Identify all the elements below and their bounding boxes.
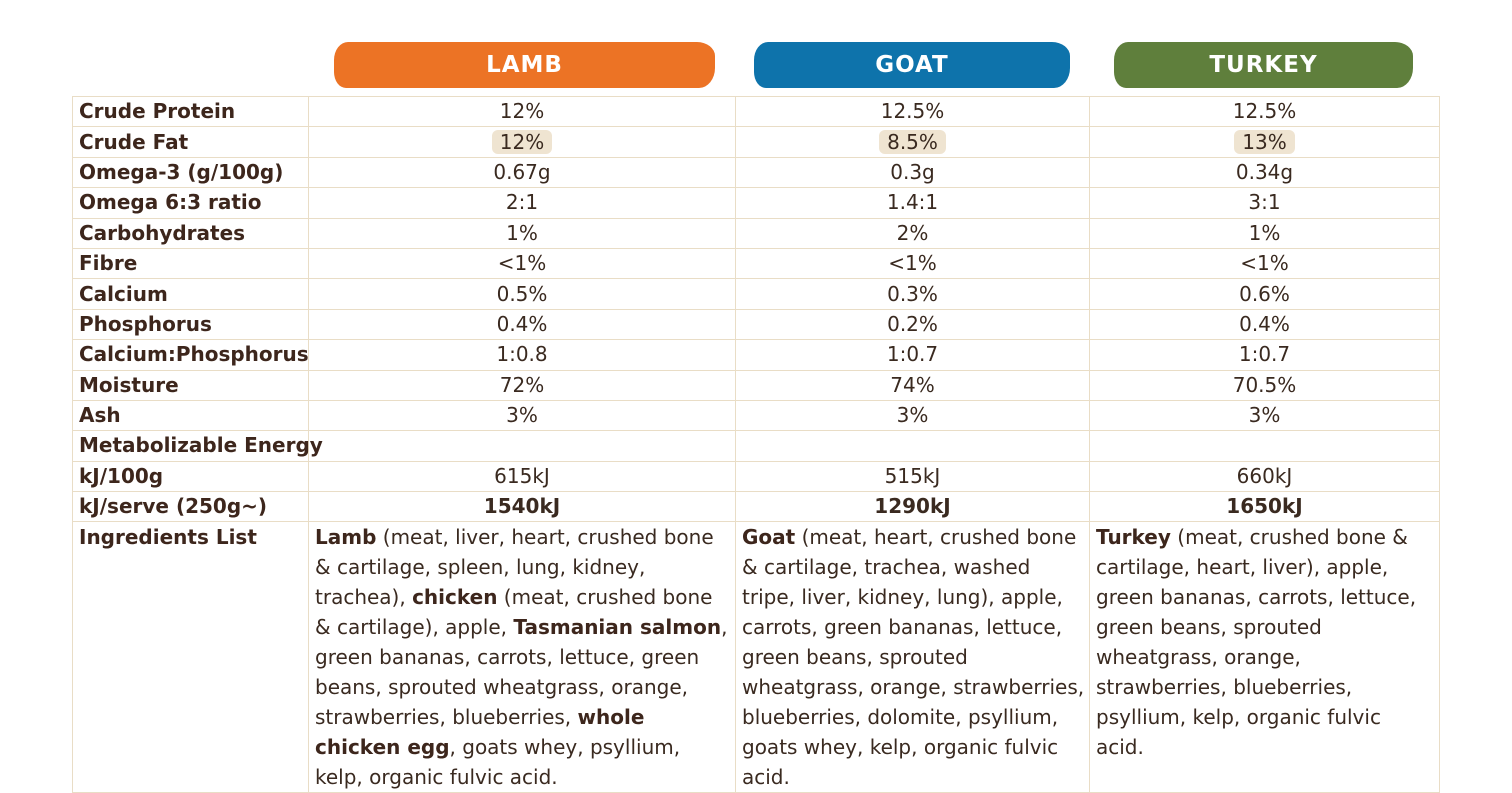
table-row: Ash 3% 3% 3% — [72, 399, 1440, 432]
lamb-value-cell: 1540kJ — [308, 491, 736, 523]
ingredient-emphasis: Goat — [742, 525, 796, 550]
goat-value-highlight: 8.5% — [879, 129, 946, 154]
row-label: Calcium:Phosphorus — [72, 339, 309, 371]
ingredient-emphasis: Tasmanian salmon — [513, 615, 722, 640]
goat-value-cell: 515kJ — [735, 460, 1090, 493]
row-label: Omega 6:3 ratio — [72, 187, 309, 219]
turkey-value-cell: 70.5% — [1089, 369, 1440, 401]
turkey-value-cell: 0.34g — [1089, 156, 1440, 189]
lamb-value-highlight: 12% — [491, 129, 553, 154]
table-row: Carbohydrates 1% 2% 1% — [72, 217, 1440, 249]
row-label: Calcium — [72, 278, 309, 310]
turkey-value-cell — [1089, 430, 1440, 462]
ingredient-text: (meat, liver, heart, crushed bone & cart… — [315, 525, 714, 610]
ingredients-row: Ingredients List Lamb (meat, liver, heart… — [72, 521, 1440, 793]
ingredient-emphasis: chicken — [412, 585, 498, 610]
lamb-value-cell — [308, 430, 736, 462]
goat-value-cell: 1290kJ — [735, 491, 1090, 523]
goat-value-cell: <1% — [735, 247, 1090, 280]
turkey-value-cell: 3:1 — [1089, 187, 1440, 219]
turkey-value-highlight: 13% — [1234, 129, 1295, 154]
row-label: Carbohydrates — [72, 217, 309, 249]
turkey-value-cell: 0.6% — [1089, 278, 1440, 310]
table-row: Omega 6:3 ratio 2:1 1.4:1 3:1 — [72, 187, 1440, 219]
lamb-value-cell: 12% — [308, 95, 736, 128]
row-label: Metabolizable Energy — [72, 430, 323, 462]
nutrition-comparison-table: Crude Protein 12% 12.5% 12.5% Crude Fat 12% 8.… — [72, 95, 1440, 793]
table-row: kJ/serve (250g~) 1540kJ 1290kJ 1650kJ — [72, 491, 1440, 523]
ingredient-text: (meat, heart, crushed bone & cartilage, … — [742, 525, 1085, 790]
row-label: Crude Fat — [72, 126, 309, 158]
goat-value-cell: 8.5% — [735, 126, 1090, 158]
row-label: kJ/serve (250g~) — [72, 491, 309, 523]
table-row: Phosphorus 0.4% 0.2% 0.4% — [72, 308, 1440, 341]
lamb-value-cell: 0.4% — [308, 308, 736, 341]
row-label: Crude Protein — [72, 95, 309, 128]
turkey-header-badge: TURKEY — [1114, 42, 1413, 88]
column-headers: LAMB GOAT TURKEY — [0, 42, 1512, 90]
lamb-value-cell: <1% — [308, 247, 736, 280]
lamb-value-cell: 1% — [308, 217, 736, 249]
table-row: Crude Protein 12% 12.5% 12.5% — [72, 95, 1440, 128]
lamb-value-cell: 12% — [308, 126, 736, 158]
turkey-value-cell: 13% — [1089, 126, 1440, 158]
table-row: Fibre <1% <1% <1% — [72, 247, 1440, 280]
goat-value-cell: 2% — [735, 217, 1090, 249]
turkey-value-cell: <1% — [1089, 247, 1440, 280]
turkey-value-cell: 12.5% — [1089, 95, 1440, 128]
ingredient-text: , green bananas, carrots, lettuce, green… — [315, 615, 728, 730]
row-label: Ash — [72, 399, 309, 432]
lamb-value-cell: 0.5% — [308, 278, 736, 310]
goat-header-badge: GOAT — [754, 42, 1070, 88]
turkey-value-cell: 1% — [1089, 217, 1440, 249]
ingredients-label: Ingredients List — [72, 521, 309, 793]
goat-value-cell: 1:0.7 — [735, 339, 1090, 371]
lamb-header-badge: LAMB — [334, 42, 715, 88]
goat-ingredients-text: Goat (meat, heart, crushed bone & cartil… — [735, 521, 1090, 793]
ingredient-text: (meat, crushed bone & cartilage, heart, … — [1096, 525, 1417, 760]
row-label: Fibre — [72, 247, 309, 280]
goat-value-cell: 0.3% — [735, 278, 1090, 310]
row-label: Phosphorus — [72, 308, 309, 341]
row-label: Moisture — [72, 369, 309, 401]
ingredient-emphasis: Turkey — [1096, 525, 1171, 550]
lamb-value-cell: 0.67g — [308, 156, 736, 189]
ingredient-emphasis: whole chicken egg — [315, 705, 645, 760]
row-label: kJ/100g — [72, 460, 309, 493]
row-label: Omega-3 (g/100g) — [72, 156, 309, 189]
goat-value-cell: 0.3g — [735, 156, 1090, 189]
table-row: Metabolizable Energy — [72, 430, 1440, 462]
lamb-value-cell: 72% — [308, 369, 736, 401]
goat-value-cell: 3% — [735, 399, 1090, 432]
turkey-value-cell: 3% — [1089, 399, 1440, 432]
goat-value-cell: 74% — [735, 369, 1090, 401]
ingredient-text: (meat, crushed bone & cartilage), apple, — [315, 585, 713, 640]
goat-value-cell: 12.5% — [735, 95, 1090, 128]
lamb-ingredients-text: Lamb (meat, liver, heart, crushed bone &… — [308, 521, 736, 793]
goat-value-cell: 1.4:1 — [735, 187, 1090, 219]
turkey-value-cell: 660kJ — [1089, 460, 1440, 493]
table-row: Calcium 0.5% 0.3% 0.6% — [72, 278, 1440, 310]
lamb-value-cell: 3% — [308, 399, 736, 432]
goat-value-cell — [735, 430, 1090, 462]
turkey-value-cell: 0.4% — [1089, 308, 1440, 341]
table-row: kJ/100g 615kJ 515kJ 660kJ — [72, 460, 1440, 493]
nutrition-table-body: Crude Protein 12% 12.5% 12.5% Crude Fat 12% 8.… — [72, 95, 1440, 793]
turkey-value-cell: 1650kJ — [1089, 491, 1440, 523]
turkey-value-cell: 1:0.7 — [1089, 339, 1440, 371]
ingredient-emphasis: Lamb — [315, 525, 377, 550]
goat-value-cell: 0.2% — [735, 308, 1090, 341]
lamb-value-cell: 2:1 — [308, 187, 736, 219]
table-row: Crude Fat 12% 8.5% 13% — [72, 126, 1440, 158]
table-row: Omega-3 (g/100g) 0.67g 0.3g 0.34g — [72, 156, 1440, 189]
turkey-ingredients-text: Turkey (meat, crushed bone & cartilage, … — [1089, 521, 1440, 793]
ingredient-text: , goats whey, psyllium, kelp, organic fu… — [315, 735, 681, 790]
table-row: Calcium:Phosphorus 1:0.8 1:0.7 1:0.7 — [72, 339, 1440, 371]
lamb-value-cell: 615kJ — [308, 460, 736, 493]
table-row: Moisture 72% 74% 70.5% — [72, 369, 1440, 401]
lamb-value-cell: 1:0.8 — [308, 339, 736, 371]
